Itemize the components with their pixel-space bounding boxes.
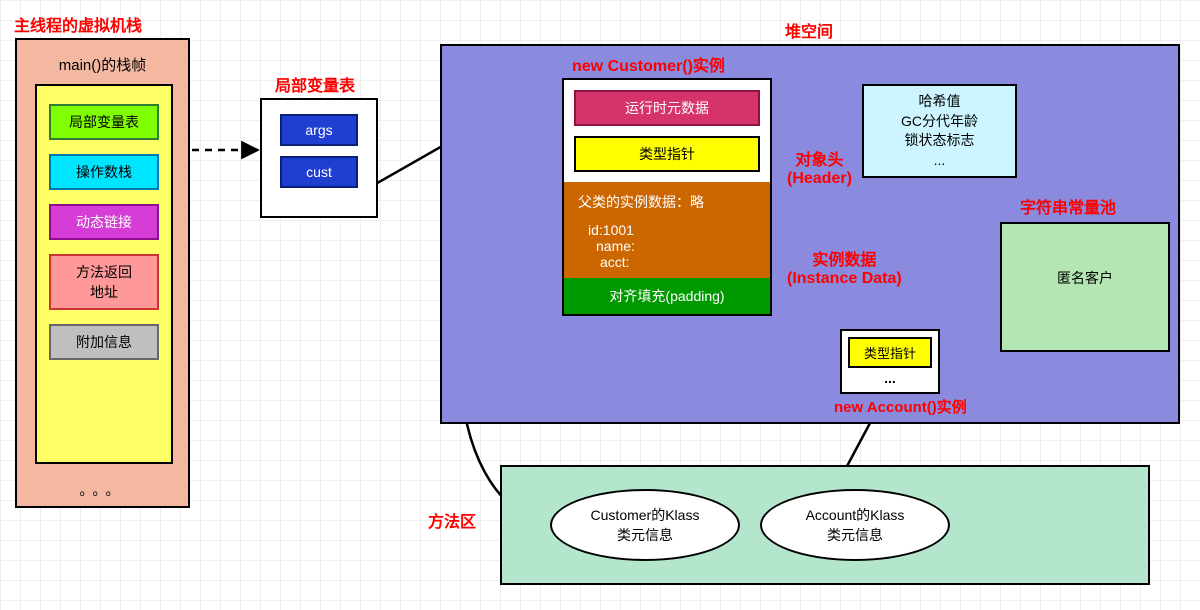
string-value: 匿名客户 (1002, 268, 1168, 288)
local-var-title: 局部变量表 (275, 72, 355, 96)
frame-item-local-var: 局部变量表 (49, 104, 159, 140)
customer-instance: 运行时元数据 类型指针 父类的实例数据：略 id:1001 name: acct… (562, 78, 772, 316)
vm-stack-box: main()的栈帧 局部变量表 操作数栈 动态链接 方法返回 地址 附加信息 。… (15, 38, 190, 508)
frame-item-operand-stack: 操作数栈 (49, 154, 159, 190)
heap-title: 堆空间 (785, 18, 833, 42)
frame-item-dynamic-link: 动态链接 (49, 204, 159, 240)
string-pool-box: 匿名客户 (1000, 222, 1170, 352)
header-label: 对象头 (Header) (787, 146, 852, 188)
markword-line3: 锁状态标志 (868, 131, 1011, 151)
vm-stack-title: 主线程的虚拟机栈 (14, 12, 142, 36)
markword-line4: ... (868, 151, 1011, 171)
stack-frame-inner: 局部变量表 操作数栈 动态链接 方法返回 地址 附加信息 (35, 84, 173, 464)
heap-box: new Customer()实例 运行时元数据 类型指针 父类的实例数据：略 i… (440, 44, 1180, 424)
frame-item-return-addr: 方法返回 地址 (49, 254, 159, 310)
field-name: name: (578, 238, 756, 254)
instance-data-label: 实例数据 (Instance Data) (787, 246, 902, 288)
klass-customer: Customer的Klass 类元信息 (550, 489, 740, 561)
account-type-ptr: 类型指针 (848, 337, 932, 368)
method-area-box: Customer的Klass 类元信息 Account的Klass 类元信息 (500, 465, 1150, 585)
instance-data-block: 父类的实例数据：略 id:1001 name: acct: 对齐填充(paddi… (564, 182, 770, 314)
account-ellipsis: ... (848, 368, 932, 386)
padding-block: 对齐填充(padding) (564, 278, 770, 314)
local-var-cust: cust (280, 156, 358, 188)
frame-item-extra: 附加信息 (49, 324, 159, 360)
customer-title: new Customer()实例 (572, 52, 725, 76)
runtime-data: 运行时元数据 (574, 90, 760, 126)
markword-box: 哈希值 GC分代年龄 锁状态标志 ... (862, 84, 1017, 178)
string-pool-title: 字符串常量池 (1020, 194, 1116, 218)
klass-account: Account的Klass 类元信息 (760, 489, 950, 561)
account-title: new Account()实例 (834, 396, 967, 417)
parent-line: 父类的实例数据：略 (578, 192, 756, 212)
account-instance: 类型指针 ... (840, 329, 940, 394)
method-area-title: 方法区 (428, 508, 476, 532)
field-id: id:1001 (578, 222, 756, 238)
local-var-args: args (280, 114, 358, 146)
markword-line1: 哈希值 (868, 92, 1011, 112)
local-var-box: args cust (260, 98, 378, 218)
field-acct: acct: (578, 254, 756, 270)
markword-line2: GC分代年龄 (868, 112, 1011, 132)
customer-type-ptr: 类型指针 (574, 136, 760, 172)
stack-ellipsis: 。。。 (17, 480, 188, 500)
stack-frame-title: main()的栈帧 (17, 54, 188, 75)
